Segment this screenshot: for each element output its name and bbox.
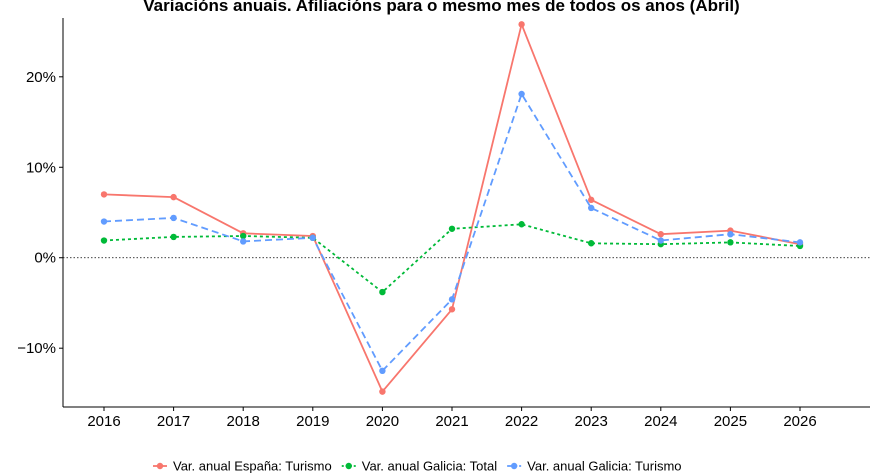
x-tick-label: 2023 — [575, 413, 608, 430]
y-tick-label: −10% — [17, 340, 56, 357]
legend-key-point — [345, 462, 352, 470]
x-tick-label: 2018 — [227, 413, 260, 430]
y-tick-label: 0% — [34, 250, 56, 267]
axes: −10% 0% 10% 20% 2016 2017 2018 2019 2020 2021 2022… — [17, 18, 870, 430]
series-point-1 — [379, 388, 386, 395]
x-tick-label: 2020 — [366, 413, 399, 430]
series-point-2 — [588, 240, 595, 247]
series-point-3 — [727, 231, 734, 238]
series-point-2 — [448, 225, 456, 232]
series-point-2 — [170, 233, 177, 241]
legend-key-point — [156, 462, 164, 470]
series-point-3 — [100, 218, 108, 225]
x-tick-label: 2021 — [435, 413, 468, 430]
legend-item: Var. anual España: Turismo — [153, 459, 332, 474]
series-point-1 — [170, 193, 177, 201]
series-point-3 — [309, 234, 316, 242]
x-tick-label: 2019 — [296, 413, 329, 430]
series-point-3 — [170, 214, 177, 222]
y-tick-label: 10% — [26, 159, 56, 176]
x-tick-label: 2022 — [505, 413, 538, 430]
x-tick-label: 2024 — [644, 413, 677, 430]
series-point-3 — [657, 237, 664, 244]
series-point-3 — [448, 296, 456, 303]
series-point-2 — [379, 288, 386, 296]
x-tick-label: 2016 — [87, 413, 120, 430]
y-tick-label: 20% — [26, 69, 56, 86]
x-tick-label: 2026 — [783, 413, 816, 430]
series-point-1 — [588, 196, 595, 204]
series-point-1 — [100, 191, 108, 198]
legend-label: Var. anual Galicia: Total — [362, 459, 497, 474]
legend-item: Var. anual Galicia: Turismo — [507, 459, 682, 474]
series-line-2 — [103, 223, 801, 294]
series-points — [100, 21, 804, 395]
x-tick-label: 2017 — [157, 413, 190, 430]
series-point-3 — [240, 238, 247, 245]
series-lines — [103, 23, 801, 393]
legend: Var. anual España: Turismo Var. anual Gal… — [153, 459, 682, 474]
series-point-3 — [588, 204, 595, 212]
legend-label: Var. anual Galicia: Turismo — [527, 459, 681, 474]
x-tick-label: 2025 — [714, 413, 747, 430]
legend-item: Var. anual Galicia: Total — [341, 459, 497, 474]
legend-key-point — [510, 462, 518, 470]
series-point-3 — [379, 367, 386, 375]
series-point-1 — [518, 21, 525, 28]
chart-title: Variacións anuais. Afiliacións para o me… — [143, 0, 739, 15]
series-point-2 — [100, 237, 108, 244]
series-point-3 — [518, 90, 525, 98]
series-point-3 — [796, 239, 804, 246]
series-point-2 — [240, 232, 247, 240]
series-point-1 — [657, 231, 664, 238]
series-line-1 — [103, 23, 801, 393]
series-point-2 — [518, 221, 525, 228]
series-point-1 — [448, 306, 456, 313]
series-point-2 — [727, 239, 734, 246]
legend-label: Var. anual España: Turismo — [173, 459, 332, 474]
